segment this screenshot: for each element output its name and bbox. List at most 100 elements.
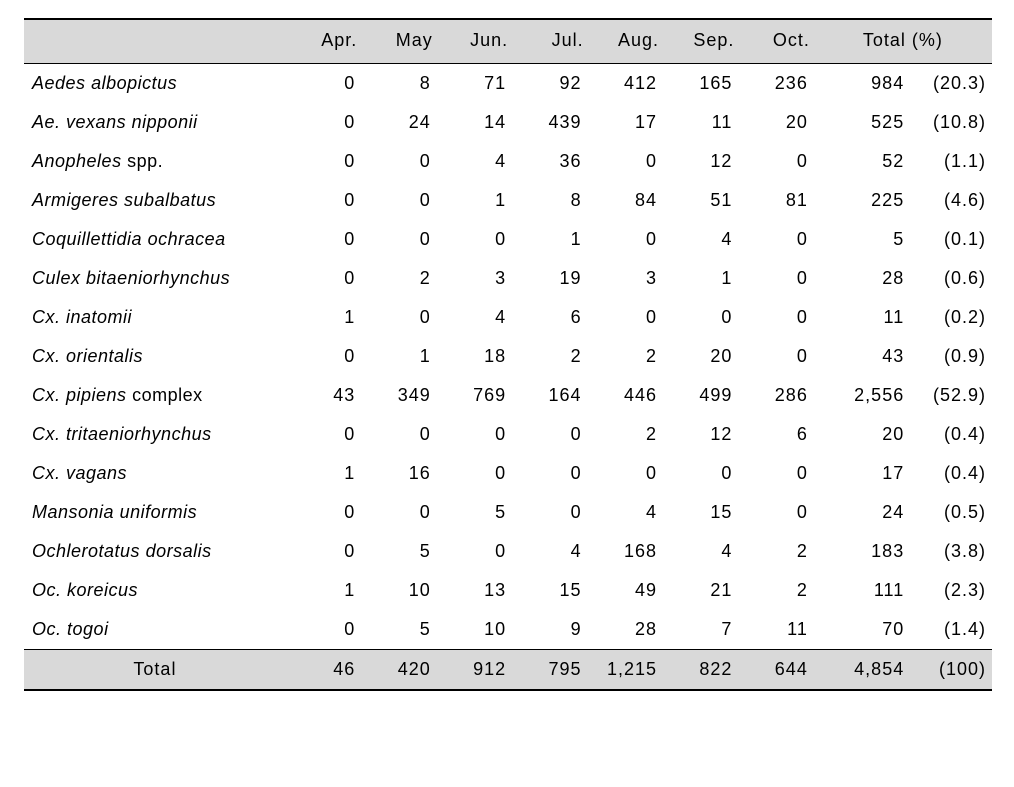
value-cell: 4 <box>588 493 663 532</box>
table-row: Cx. orientalis01182220043(0.9) <box>24 337 992 376</box>
value-cell: 2 <box>738 571 813 610</box>
value-cell: 349 <box>361 376 436 415</box>
table-row: Ochlerotatus dorsalis050416842183(3.8) <box>24 532 992 571</box>
value-cell: 2 <box>512 337 587 376</box>
column-total: 420 <box>361 650 436 691</box>
value-cell: 4 <box>663 220 738 259</box>
value-cell: 0 <box>361 493 436 532</box>
species-cell: Culex bitaeniorhynchus <box>24 259 286 298</box>
value-cell: 446 <box>588 376 663 415</box>
row-pct: (4.6) <box>910 181 992 220</box>
row-total: 70 <box>814 610 910 650</box>
value-cell: 7 <box>663 610 738 650</box>
species-cell: Ae. vexans nipponii <box>24 103 286 142</box>
value-cell: 236 <box>738 64 813 104</box>
value-cell: 0 <box>738 493 813 532</box>
value-cell: 0 <box>286 493 361 532</box>
table-row: Oc. togoi051092871170(1.4) <box>24 610 992 650</box>
table-totals-row: Total 46 420 912 795 1,215 822 644 4,854… <box>24 650 992 691</box>
species-cell: Mansonia uniformis <box>24 493 286 532</box>
value-cell: 49 <box>588 571 663 610</box>
value-cell: 1 <box>512 220 587 259</box>
species-table-container: Apr. May Jun. Jul. Aug. Sep. Oct. Total … <box>0 0 1014 709</box>
month-header: May <box>361 19 436 64</box>
row-total: 24 <box>814 493 910 532</box>
species-cell: Coquillettidia ochracea <box>24 220 286 259</box>
value-cell: 10 <box>361 571 436 610</box>
species-header-cell <box>24 19 286 64</box>
row-pct: (0.4) <box>910 415 992 454</box>
value-cell: 4 <box>437 298 512 337</box>
row-pct: (0.2) <box>910 298 992 337</box>
value-cell: 6 <box>738 415 813 454</box>
value-cell: 0 <box>286 337 361 376</box>
value-cell: 4 <box>663 532 738 571</box>
table-header-row: Apr. May Jun. Jul. Aug. Sep. Oct. Total … <box>24 19 992 64</box>
row-pct: (0.4) <box>910 454 992 493</box>
row-pct: (3.8) <box>910 532 992 571</box>
value-cell: 0 <box>286 532 361 571</box>
table-row: Oc. koreicus110131549212111(2.3) <box>24 571 992 610</box>
value-cell: 499 <box>663 376 738 415</box>
value-cell: 439 <box>512 103 587 142</box>
row-total: 111 <box>814 571 910 610</box>
row-total: 17 <box>814 454 910 493</box>
value-cell: 15 <box>663 493 738 532</box>
value-cell: 1 <box>663 259 738 298</box>
value-cell: 0 <box>361 142 436 181</box>
value-cell: 11 <box>738 610 813 650</box>
value-cell: 5 <box>437 493 512 532</box>
value-cell: 0 <box>361 298 436 337</box>
value-cell: 3 <box>588 259 663 298</box>
row-pct: (1.1) <box>910 142 992 181</box>
value-cell: 0 <box>286 259 361 298</box>
table-row: Aedes albopictus087192412165236984(20.3) <box>24 64 992 104</box>
column-total: 46 <box>286 650 361 691</box>
table-row: Cx. pipiens complex433497691644464992862… <box>24 376 992 415</box>
value-cell: 0 <box>286 103 361 142</box>
value-cell: 0 <box>663 298 738 337</box>
month-header: Jun. <box>437 19 512 64</box>
value-cell: 20 <box>663 337 738 376</box>
value-cell: 43 <box>286 376 361 415</box>
value-cell: 0 <box>286 415 361 454</box>
value-cell: 15 <box>512 571 587 610</box>
value-cell: 2 <box>738 532 813 571</box>
row-pct: (1.4) <box>910 610 992 650</box>
value-cell: 21 <box>663 571 738 610</box>
value-cell: 20 <box>738 103 813 142</box>
value-cell: 164 <box>512 376 587 415</box>
table-row: Cx. vagans1160000017(0.4) <box>24 454 992 493</box>
species-cell: Anopheles spp. <box>24 142 286 181</box>
value-cell: 5 <box>361 532 436 571</box>
value-cell: 19 <box>512 259 587 298</box>
species-cell: Cx. pipiens complex <box>24 376 286 415</box>
value-cell: 1 <box>361 337 436 376</box>
row-total: 52 <box>814 142 910 181</box>
value-cell: 0 <box>512 493 587 532</box>
row-pct: (2.3) <box>910 571 992 610</box>
value-cell: 0 <box>512 454 587 493</box>
row-total: 28 <box>814 259 910 298</box>
value-cell: 168 <box>588 532 663 571</box>
row-pct: (0.9) <box>910 337 992 376</box>
value-cell: 9 <box>512 610 587 650</box>
value-cell: 165 <box>663 64 738 104</box>
row-pct: (20.3) <box>910 64 992 104</box>
month-header: Jul. <box>512 19 587 64</box>
table-row: Armigeres subalbatus0018845181225(4.6) <box>24 181 992 220</box>
row-pct: (0.5) <box>910 493 992 532</box>
value-cell: 0 <box>738 142 813 181</box>
value-cell: 28 <box>588 610 663 650</box>
value-cell: 0 <box>437 220 512 259</box>
total-header: Total (%) <box>814 19 992 64</box>
row-total: 20 <box>814 415 910 454</box>
value-cell: 0 <box>738 298 813 337</box>
column-total: 644 <box>738 650 813 691</box>
species-cell: Cx. orientalis <box>24 337 286 376</box>
row-total: 225 <box>814 181 910 220</box>
species-cell: Armigeres subalbatus <box>24 181 286 220</box>
value-cell: 0 <box>588 454 663 493</box>
row-pct: (0.6) <box>910 259 992 298</box>
row-total: 5 <box>814 220 910 259</box>
